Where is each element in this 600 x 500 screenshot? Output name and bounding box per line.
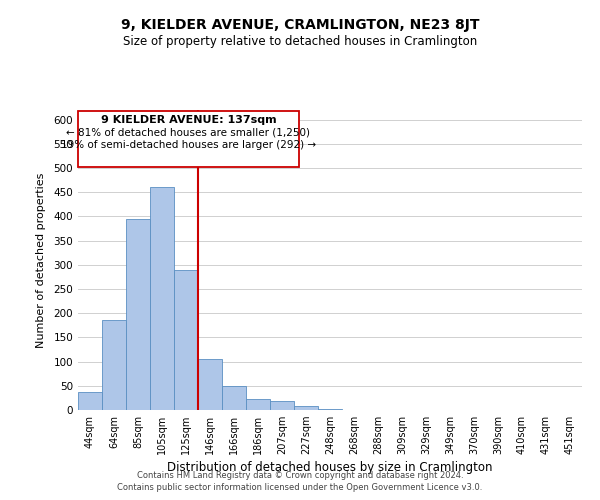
Bar <box>318 409 342 410</box>
Text: Size of property relative to detached houses in Cramlington: Size of property relative to detached ho… <box>123 35 477 48</box>
Text: 9, KIELDER AVENUE, CRAMLINGTON, NE23 8JT: 9, KIELDER AVENUE, CRAMLINGTON, NE23 8JT <box>121 18 479 32</box>
Bar <box>294 406 318 410</box>
Bar <box>198 359 222 410</box>
Bar <box>126 219 150 410</box>
Bar <box>246 400 270 410</box>
Bar <box>270 402 294 410</box>
Text: Contains public sector information licensed under the Open Government Licence v3: Contains public sector information licen… <box>118 484 482 492</box>
X-axis label: Distribution of detached houses by size in Cramlington: Distribution of detached houses by size … <box>167 462 493 474</box>
Text: ← 81% of detached houses are smaller (1,250): ← 81% of detached houses are smaller (1,… <box>67 128 310 138</box>
Bar <box>102 320 126 410</box>
Bar <box>174 270 198 410</box>
Bar <box>78 392 102 410</box>
FancyBboxPatch shape <box>78 111 299 166</box>
Bar <box>222 386 246 410</box>
Text: 9 KIELDER AVENUE: 137sqm: 9 KIELDER AVENUE: 137sqm <box>101 114 276 124</box>
Bar <box>150 188 174 410</box>
Text: 19% of semi-detached houses are larger (292) →: 19% of semi-detached houses are larger (… <box>61 140 316 150</box>
Y-axis label: Number of detached properties: Number of detached properties <box>37 172 46 348</box>
Text: Contains HM Land Registry data © Crown copyright and database right 2024.: Contains HM Land Registry data © Crown c… <box>137 471 463 480</box>
